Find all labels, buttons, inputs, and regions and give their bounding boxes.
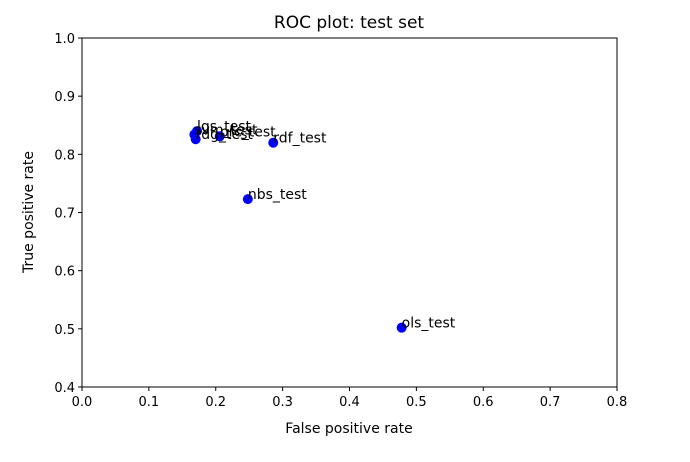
x-tick-label: 0.4 <box>339 395 360 410</box>
point-label-rdg_test: rdg_test <box>196 127 254 143</box>
y-tick-label: 1.0 <box>54 32 75 47</box>
x-tick-label: 0.1 <box>139 395 160 410</box>
y-axis-ticks: 0.4 0.5 0.6 0.7 0.8 0.9 1.0 <box>54 32 82 396</box>
x-axis-ticks: 0.0 0.1 0.2 0.3 0.4 0.5 0.6 0.7 0.8 <box>72 387 628 410</box>
chart-title: ROC plot: test set <box>274 13 425 33</box>
y-tick-label: 0.7 <box>54 207 75 222</box>
x-tick-label: 0.5 <box>406 395 427 410</box>
x-tick-label: 0.7 <box>540 395 561 410</box>
y-tick-label: 0.9 <box>54 90 75 105</box>
x-tick-label: 0.2 <box>205 395 226 410</box>
point-label-lgs_test: lgs_test <box>197 119 251 135</box>
y-tick-label: 0.8 <box>54 148 75 163</box>
scatter-point-nbs_test <box>242 194 253 205</box>
point-label-nbs_test: nbs_test <box>248 187 307 203</box>
point-label-rdf_test: rdf_test <box>273 131 327 147</box>
x-tick-label: 0.6 <box>473 395 494 410</box>
data-points: lgs_testsvm_testrdg_testprc_testrdf_test… <box>189 119 456 333</box>
scatter-point-ols_test <box>396 322 407 333</box>
x-tick-label: 0.8 <box>607 395 628 410</box>
x-axis-label: False positive rate <box>285 421 412 437</box>
y-tick-label: 0.5 <box>54 323 75 338</box>
x-tick-label: 0.0 <box>72 395 93 410</box>
scatter-point-rdg_test <box>190 134 201 145</box>
y-tick-label: 0.6 <box>54 265 75 280</box>
point-label-svm_test: svm_test <box>194 123 258 139</box>
x-tick-label: 0.3 <box>272 395 293 410</box>
scatter-point-prc_test <box>214 131 225 142</box>
y-axis-label: True positive rate <box>21 151 37 274</box>
y-tick-label: 0.4 <box>54 381 75 396</box>
point-label-prc_test: prc_test <box>220 124 276 140</box>
point-label-ols_test: ols_test <box>402 316 456 332</box>
scatter-point-rdf_test <box>268 137 279 148</box>
plot-frame <box>81 37 618 388</box>
